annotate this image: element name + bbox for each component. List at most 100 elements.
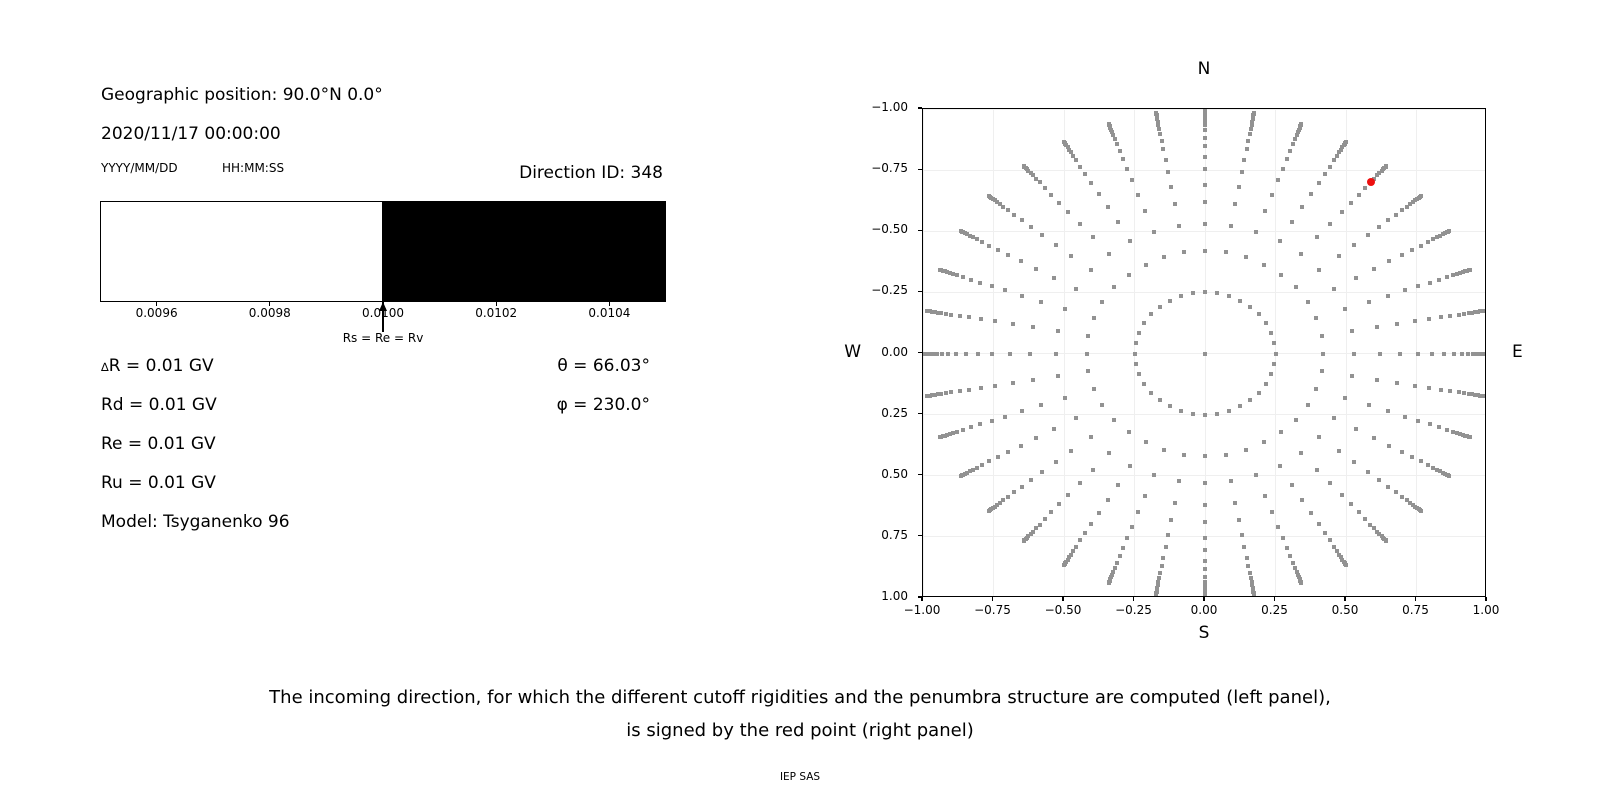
phi-value: φ = 230.0° — [556, 395, 650, 415]
penumbra-bar-chart — [100, 201, 666, 302]
direction-grid-dot — [1455, 431, 1459, 436]
direction-grid-dot — [1083, 171, 1088, 176]
direction-grid-dot — [1273, 351, 1278, 356]
direction-grid-dot — [978, 422, 983, 427]
direction-grid-dot — [1480, 393, 1485, 398]
direction-grid-dot — [1290, 482, 1295, 487]
direction-grid-dot — [1348, 200, 1353, 205]
direction-grid-dot — [974, 237, 979, 242]
north-label: N — [1197, 59, 1211, 79]
direction-grid-dot — [1114, 141, 1119, 146]
direction-grid-dot — [925, 309, 930, 314]
direction-grid-dot — [1203, 135, 1207, 140]
direction-grid-dot — [1109, 127, 1114, 132]
direction-grid-dot — [1336, 254, 1341, 259]
y-axis-tick — [918, 596, 922, 598]
penumbra-tick — [269, 302, 271, 306]
direction-grid-dot — [1167, 404, 1172, 409]
penumbra-tick-label: 0.0102 — [475, 306, 518, 320]
direction-grid-dot — [1244, 555, 1249, 560]
direction-grid-dot — [1143, 493, 1148, 498]
direction-grid-dot — [1322, 531, 1327, 536]
direction-grid-dot — [1305, 300, 1310, 305]
direction-grid-dot — [1339, 210, 1344, 215]
direction-grid-dot — [1251, 110, 1256, 115]
y-axis-tick-label: 0.50 — [881, 466, 908, 481]
y-axis-tick-label: −0.50 — [871, 222, 908, 237]
direction-grid-dot — [967, 315, 972, 320]
direction-grid-dot — [1096, 511, 1101, 516]
direction-grid-dot — [1062, 139, 1066, 144]
direction-grid-dot — [1151, 229, 1156, 234]
direction-grid-dot — [1030, 173, 1035, 178]
direction-grid-dot — [1203, 584, 1207, 589]
direction-grid-dot — [1412, 319, 1417, 324]
south-label: S — [1198, 623, 1210, 643]
direction-grid-dot — [1130, 178, 1135, 183]
direction-grid-dot — [1006, 449, 1011, 454]
direction-grid-dot — [1354, 275, 1359, 280]
direction-grid-dot — [1203, 118, 1207, 123]
datetime-text: 2020/11/17 00:00:00 — [101, 124, 281, 144]
direction-grid-dot — [1408, 202, 1413, 207]
direction-grid-dot — [1042, 186, 1047, 191]
direction-grid-dot — [1473, 392, 1478, 397]
direction-grid-dot — [1169, 185, 1174, 190]
direction-grid-dot — [1057, 502, 1062, 507]
direction-grid-dot — [944, 432, 949, 437]
penumbra-tick-label: 0.0096 — [135, 306, 178, 320]
direction-grid-dot — [1386, 218, 1391, 223]
direction-grid-dot — [1239, 169, 1244, 174]
y-axis-tick — [918, 290, 922, 292]
direction-grid-dot — [1322, 171, 1327, 176]
direction-grid-dot — [1387, 443, 1392, 448]
direction-grid-dot — [1067, 555, 1072, 560]
direction-grid-dot — [1352, 243, 1357, 248]
direction-grid-dot — [1203, 128, 1207, 133]
direction-grid-dot — [995, 200, 1000, 205]
direction-grid-dot — [1269, 510, 1274, 515]
direction-grid-dot — [1068, 552, 1073, 557]
direction-grid-dot — [1291, 141, 1296, 146]
y-axis-tick-label: 0.75 — [881, 527, 908, 542]
direction-grid-dot — [1299, 581, 1304, 586]
direction-grid-dot — [1419, 508, 1424, 513]
direction-grid-dot — [1387, 259, 1392, 264]
direction-grid-dot — [958, 473, 963, 478]
x-axis-tick — [1273, 597, 1276, 601]
direction-grid-dot — [1090, 467, 1095, 472]
direction-grid-dot — [1203, 586, 1207, 591]
direction-grid-dot — [1051, 427, 1056, 432]
direction-grid-dot — [1242, 157, 1247, 162]
direction-grid-dot — [1034, 267, 1039, 272]
direction-grid-dot — [1141, 320, 1146, 325]
geographic-position-text: Geographic position: 90.0°N 0.0° — [101, 85, 383, 105]
direction-grid-dot — [1460, 351, 1465, 356]
direction-grid-dot — [1247, 571, 1252, 576]
direction-grid-dot — [1425, 239, 1430, 244]
direction-grid-dot — [1418, 459, 1423, 464]
direction-grid-dot — [1019, 484, 1024, 489]
direction-grid-dot — [1338, 147, 1343, 152]
direction-grid-dot — [1243, 255, 1248, 259]
direction-grid-dot — [989, 284, 994, 289]
direction-grid-dot — [1404, 498, 1409, 503]
theta-value: θ = 66.03° — [557, 356, 650, 376]
direction-grid-dot — [1328, 480, 1333, 485]
direction-grid-dot — [1088, 268, 1093, 273]
direction-grid-dot — [1158, 131, 1163, 136]
direction-grid-dot — [1435, 467, 1440, 472]
direction-grid-dot — [1269, 330, 1274, 335]
direction-grid-dot — [1203, 593, 1207, 596]
direction-grid-dot — [1264, 382, 1269, 387]
direction-grid-dot — [1294, 569, 1299, 574]
direction-grid-dot — [1293, 136, 1298, 141]
direction-grid-dot — [1436, 277, 1441, 282]
direction-grid-dot — [1203, 558, 1207, 563]
direction-grid-dot — [1344, 139, 1348, 144]
direction-grid-dot — [1203, 454, 1207, 459]
direction-grid-dot — [1444, 275, 1449, 280]
direction-grid-dot — [1167, 298, 1172, 303]
direction-grid-dot — [1466, 351, 1471, 356]
direction-grid-dot — [1248, 398, 1253, 403]
